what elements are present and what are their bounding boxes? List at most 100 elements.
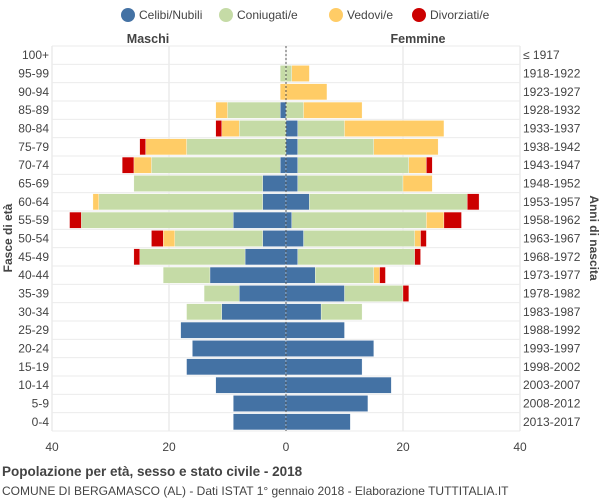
bar-female-coniugate [297,175,404,192]
birth-year-label: ≤ 1917 [523,48,560,62]
age-group-label: 85-89 [18,103,49,117]
bar-female-nubili [285,303,322,321]
bar-female-nubili [285,340,374,357]
bar-male-divorziati [215,120,222,137]
bar-male-celibi [262,230,287,247]
bar-female-nubili [285,230,304,247]
bar-male-coniugati [174,230,263,247]
legend-label-1: Coniugati/e [237,8,298,22]
bar-female-coniugate [285,101,304,119]
bar-male-coniugati [162,266,211,284]
bar-female-coniugate [285,65,292,82]
age-group-label: 35-39 [18,287,49,301]
bar-female-divorziate [426,156,433,174]
birth-year-label: 2013-2017 [523,415,581,429]
bar-female-nubili [285,175,298,192]
age-group-label: 70-74 [18,158,49,172]
birth-year-label: 1988-1992 [523,323,581,337]
bar-female-vedove [414,230,421,247]
bar-female-coniugate [297,120,345,137]
bar-male-vedovi [92,193,99,211]
bar-female-vedove [303,101,363,119]
birth-year-label: 1958-1962 [523,213,581,227]
age-group-label: 0-4 [32,415,50,429]
x-tick-label: 40 [45,440,59,454]
birth-year-label: 1923-1927 [523,85,581,99]
bar-female-divorziate [467,193,480,211]
age-group-label: 20-24 [18,342,49,356]
bar-male-celibi [180,321,287,339]
bar-male-vedovi [145,138,187,156]
bar-male-celibi [262,193,287,211]
bar-female-nubili [285,266,316,284]
birth-year-label: 1963-1967 [523,232,581,246]
bar-male-coniugati [133,175,263,192]
bar-female-divorziate [414,248,421,266]
male-header: Maschi [127,32,169,46]
bar-female-vedove [373,138,439,156]
bar-female-nubili [285,156,298,174]
age-group-label: 80-84 [18,122,49,136]
age-group-label: 5-9 [32,397,50,411]
bar-male-celibi [279,156,287,174]
x-tick-label: 20 [162,440,176,454]
birth-year-label: 1983-1987 [523,305,581,319]
bar-male-celibi [215,376,287,394]
bar-male-vedovi [133,156,152,174]
birth-year-label: 2003-2007 [523,378,581,392]
age-group-label: 45-49 [18,250,49,264]
birth-year-label: 1933-1937 [523,122,581,136]
birth-year-label: 1993-1997 [523,342,581,356]
bar-male-celibi [239,285,287,302]
age-group-label: 25-29 [18,323,49,337]
bar-male-divorziati [151,230,164,247]
bar-female-coniugate [291,211,427,229]
bar-female-nubili [285,376,392,394]
bar-male-coniugati [186,303,222,321]
bar-male-celibi [186,358,287,376]
x-tick-label: 20 [396,440,410,454]
female-header: Femmine [391,32,446,46]
birth-year-label: 1928-1932 [523,103,581,117]
age-group-label: 60-64 [18,195,49,209]
bar-male-coniugati [98,193,263,211]
legend-marker-3 [412,8,426,22]
bar-female-coniugate [297,138,374,156]
birth-year-label: 1968-1972 [523,250,581,264]
age-group-label: 10-14 [18,378,49,392]
legend-label-2: Vedovi/e [347,8,393,22]
bar-male-celibi [279,101,287,119]
bar-male-vedovi [279,83,287,101]
bar-male-celibi [233,211,287,229]
bar-female-nubili [285,321,345,339]
birth-year-label: 1938-1942 [523,140,581,154]
y-axis-title-right: Anni di nascita [587,195,600,281]
bar-male-divorziati [133,248,140,266]
bar-female-divorziate [420,230,427,247]
bar-female-divorziate [443,211,462,229]
age-group-label: 50-54 [18,232,49,246]
bar-male-celibi [244,248,287,266]
bar-female-vedove [402,175,433,192]
bar-female-vedove [426,211,445,229]
age-group-label: 90-94 [18,85,49,99]
bar-male-celibi [209,266,287,284]
bar-female-divorziate [402,285,409,302]
x-tick-label: 0 [283,440,290,454]
birth-year-label: 2008-2012 [523,397,581,411]
age-group-label: 15-19 [18,360,49,374]
bar-female-nubili [285,248,298,266]
bar-female-nubili [285,285,345,302]
bar-male-divorziati [139,138,146,156]
bar-female-nubili [285,211,292,229]
age-group-label: 65-69 [18,177,49,191]
bar-female-coniugate [297,248,415,266]
birth-year-label: 1953-1957 [523,195,581,209]
bar-male-divorziati [69,211,82,229]
age-group-label: 55-59 [18,213,49,227]
legend-marker-1 [219,8,233,22]
bar-male-coniugati [279,65,287,82]
age-group-label: 75-79 [18,140,49,154]
age-group-label: 95-99 [18,67,49,81]
age-group-label: 30-34 [18,305,49,319]
